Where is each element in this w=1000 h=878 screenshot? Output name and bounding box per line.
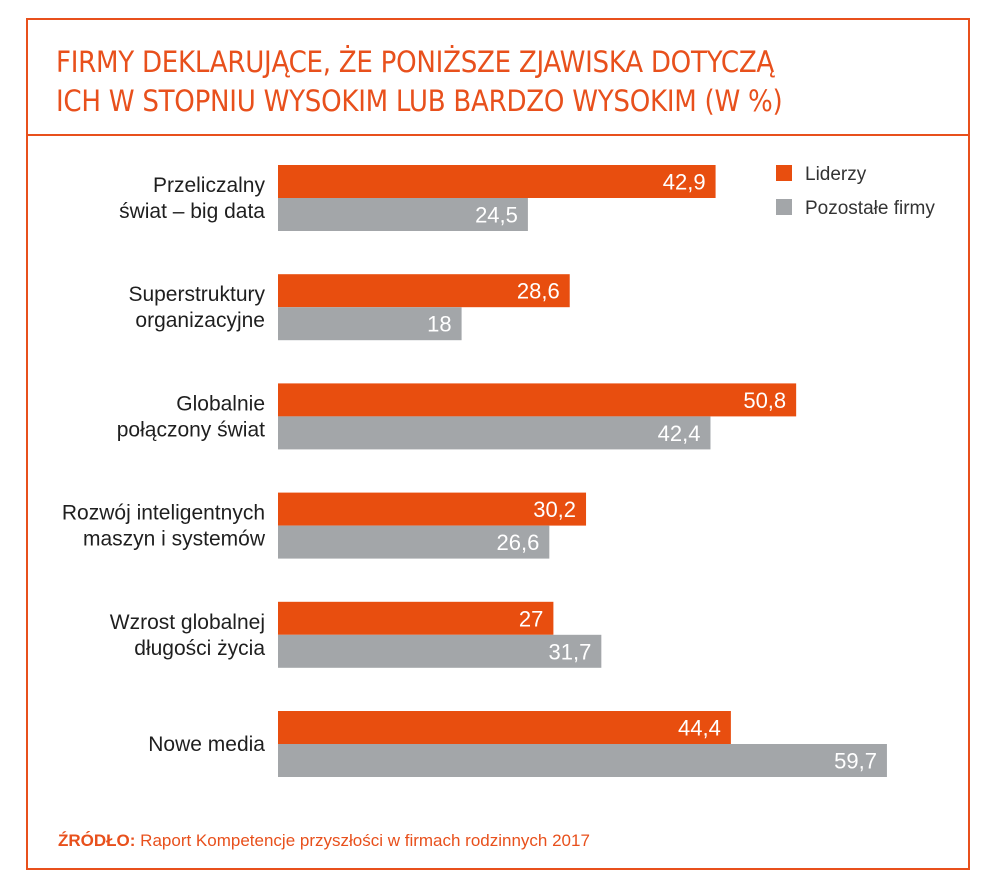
category-label: połączony świat xyxy=(117,418,265,441)
source-note: ŹRÓDŁO: Raport Kompetencje przyszłości w… xyxy=(58,831,590,851)
category-label: Superstruktury xyxy=(128,283,265,306)
data-label: 27 xyxy=(519,606,543,631)
chart-frame: FIRMY DEKLARUJĄCE, ŻE PONIŻSZE ZJAWISKA … xyxy=(26,18,970,870)
bar-liderzy xyxy=(278,165,716,198)
bar-liderzy xyxy=(278,274,570,308)
category-label: Rozwój inteligentnych xyxy=(62,502,265,525)
title-box: FIRMY DEKLARUJĄCE, ŻE PONIŻSZE ZJAWISKA … xyxy=(28,20,968,136)
data-label: 50,8 xyxy=(743,388,786,413)
data-label: 59,7 xyxy=(834,749,877,774)
data-label: 24,5 xyxy=(475,203,518,228)
legend-swatch xyxy=(776,165,792,181)
bar-liderzy xyxy=(278,601,554,635)
bar-pozostale-firmy xyxy=(278,634,602,668)
bar-pozostale-firmy xyxy=(278,198,528,231)
data-label: 42,9 xyxy=(663,170,706,195)
chart-title-line-2: ICH W STOPNIU WYSOKIM LUB BARDZO WYSOKIM… xyxy=(56,84,783,118)
bar-liderzy xyxy=(278,711,731,744)
category-label: organizacyjne xyxy=(135,309,265,332)
data-label: 28,6 xyxy=(517,279,560,304)
category-label: Globalnie xyxy=(176,392,265,415)
data-label: 30,2 xyxy=(533,497,576,522)
category-label: Wzrost globalnej xyxy=(110,611,265,634)
data-label: 31,7 xyxy=(549,639,592,664)
data-label: 26,6 xyxy=(496,530,539,555)
data-label: 42,4 xyxy=(658,421,701,446)
legend-label: Pozostałe firmy xyxy=(805,198,935,219)
bar-pozostale-firmy xyxy=(278,416,711,450)
category-label: maszyn i systemów xyxy=(83,528,266,551)
data-label: 44,4 xyxy=(678,716,721,741)
source-prefix: ŹRÓDŁO: xyxy=(58,831,136,850)
chart-title-line-1: FIRMY DEKLARUJĄCE, ŻE PONIŻSZE ZJAWISKA … xyxy=(56,45,775,79)
bar-pozostale-firmy xyxy=(278,525,550,559)
bar-liderzy xyxy=(278,383,797,417)
bar-liderzy xyxy=(278,492,587,526)
category-label: świat – big data xyxy=(119,200,265,223)
source-text: Raport Kompetencje przyszłości w firmach… xyxy=(140,831,590,850)
bar-pozostale-firmy xyxy=(278,307,462,341)
category-label: Nowe media xyxy=(148,733,265,756)
category-label: Przeliczalny xyxy=(153,174,266,197)
category-label: długości życia xyxy=(134,637,265,660)
data-label: 18 xyxy=(427,312,451,337)
bar-pozostale-firmy xyxy=(278,744,887,777)
legend-label: Liderzy xyxy=(805,164,867,185)
legend-swatch xyxy=(776,199,792,215)
